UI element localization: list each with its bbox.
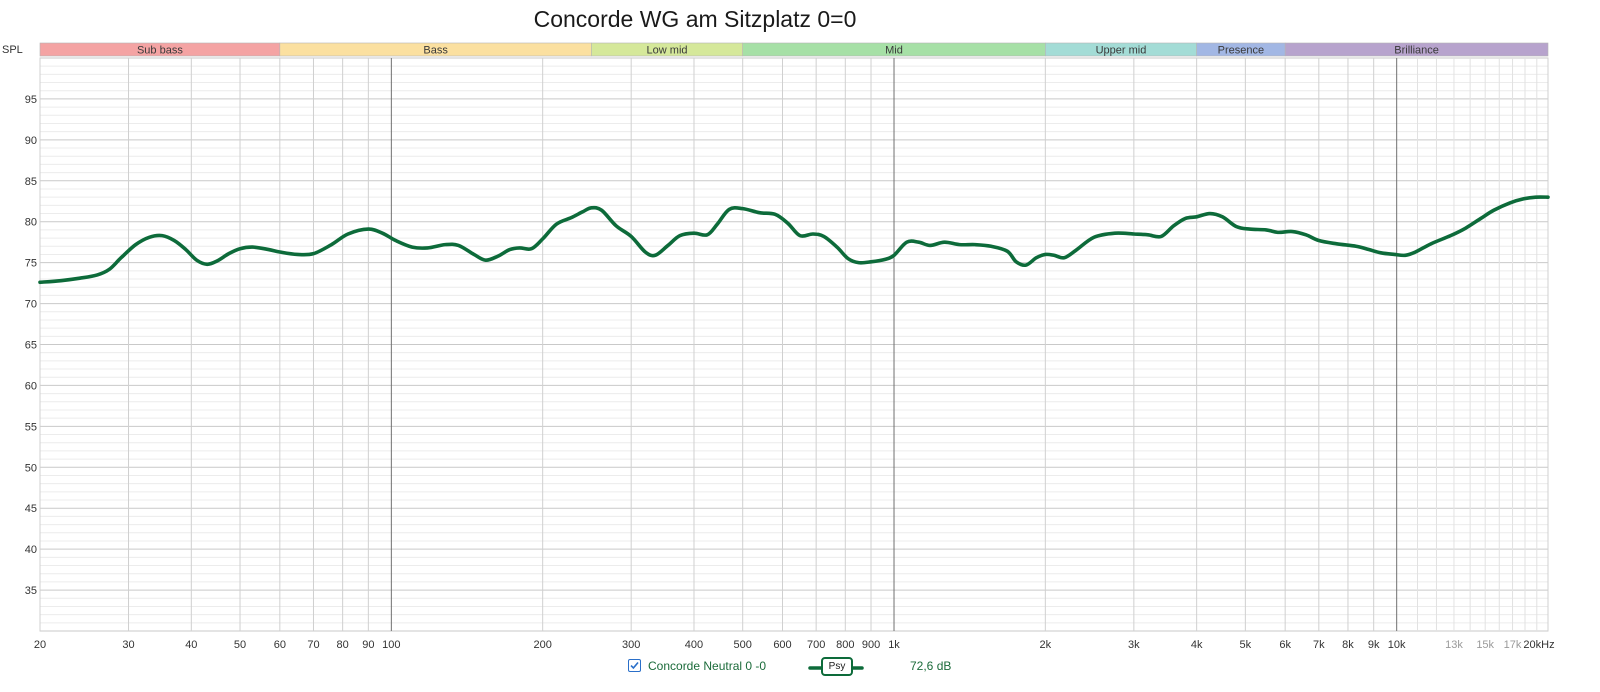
y-tick-label: 45 bbox=[25, 503, 37, 515]
x-axis-tick-labels: 20 30 40 50 60 70 80 90 100 200 300 400 500 600 700 800… bbox=[34, 639, 1555, 651]
band-brilliance bbox=[1284, 42, 1549, 57]
x-tick-label: 9k bbox=[1368, 639, 1380, 651]
y-tick-label: 40 bbox=[25, 544, 37, 556]
x-tick-label: 4k bbox=[1191, 639, 1203, 651]
series-line-0[interactable] bbox=[38, 195, 1550, 285]
x-tick-label: 30 bbox=[122, 639, 134, 651]
band-label: Mid bbox=[885, 45, 903, 57]
x-tick-label: 100 bbox=[382, 639, 400, 651]
x-tick-label: 13k bbox=[1445, 639, 1463, 651]
x-tick-label: 7k bbox=[1313, 639, 1325, 651]
x-tick-label: 17k bbox=[1504, 639, 1522, 651]
y-tick-label: 90 bbox=[25, 135, 37, 147]
x-tick-label: 20 bbox=[34, 639, 46, 651]
legend-series-name: Concorde Neutral 0 -0 bbox=[648, 659, 767, 673]
x-tick-label: 1k bbox=[888, 639, 900, 651]
y-axis-label: SPL bbox=[2, 44, 23, 56]
y-tick-label: 80 bbox=[25, 217, 37, 229]
series-visibility-checkbox[interactable] bbox=[628, 659, 641, 672]
y-tick-label: 75 bbox=[25, 258, 37, 270]
x-tick-label: 600 bbox=[773, 639, 791, 651]
x-tick-label: 3k bbox=[1128, 639, 1140, 651]
y-tick-label: 60 bbox=[25, 380, 37, 392]
plot-grid bbox=[39, 57, 1549, 632]
x-tick-label: 200 bbox=[533, 639, 551, 651]
x-tick-label: 90 bbox=[362, 639, 374, 651]
band-label: Brilliance bbox=[1394, 45, 1439, 57]
chart-title: Concorde WG am Sitzplatz 0=0 bbox=[533, 6, 857, 32]
x-tick-label: 6k bbox=[1279, 639, 1291, 651]
x-tick-label: 8k bbox=[1342, 639, 1354, 651]
x-tick-label: 800 bbox=[836, 639, 854, 651]
frequency-bands: Sub bass Bass Low mid Mid Upper mid Presence B… bbox=[39, 42, 1549, 57]
y-tick-label: 55 bbox=[25, 421, 37, 433]
y-tick-label: 35 bbox=[25, 585, 37, 597]
y-tick-label: 50 bbox=[25, 462, 37, 474]
y-tick-label: 95 bbox=[25, 94, 37, 106]
checkmark-icon bbox=[630, 661, 639, 670]
x-tick-label: 10k bbox=[1388, 639, 1406, 651]
frequency-response-plot[interactable]: Sub bass Bass Low mid Mid Upper mid Presence B… bbox=[0, 0, 1600, 656]
series-layer bbox=[38, 195, 1550, 285]
y-tick-label: 65 bbox=[25, 340, 37, 352]
smoothing-badge[interactable]: Psy bbox=[821, 657, 853, 676]
y-axis-tick-labels: 35 40 45 50 55 60 65 70 75 80 85 90 95 bbox=[25, 94, 37, 597]
x-tick-label: 80 bbox=[337, 639, 349, 651]
band-label: Sub bass bbox=[137, 45, 183, 57]
y-tick-label: 85 bbox=[25, 176, 37, 188]
x-tick-label: 400 bbox=[685, 639, 703, 651]
x-tick-label: 20kHz bbox=[1523, 639, 1554, 651]
y-tick-label: 70 bbox=[25, 299, 37, 311]
x-tick-label: 60 bbox=[274, 639, 286, 651]
band-label: Upper mid bbox=[1096, 45, 1147, 57]
legend: Concorde Neutral 0 -0 Psy 72,6 dB bbox=[0, 656, 1600, 680]
x-tick-label: 50 bbox=[234, 639, 246, 651]
x-tick-label: 500 bbox=[734, 639, 752, 651]
x-tick-label: 70 bbox=[307, 639, 319, 651]
band-label: Low mid bbox=[647, 45, 688, 57]
x-tick-label: 900 bbox=[862, 639, 880, 651]
x-tick-label: 40 bbox=[185, 639, 197, 651]
band-label: Presence bbox=[1218, 45, 1264, 57]
x-tick-label: 15k bbox=[1476, 639, 1494, 651]
legend-level-value: 72,6 dB bbox=[910, 659, 952, 673]
x-tick-label: 700 bbox=[807, 639, 825, 651]
x-tick-label: 5k bbox=[1240, 639, 1252, 651]
band-label: Bass bbox=[423, 45, 448, 57]
x-tick-label: 2k bbox=[1040, 639, 1052, 651]
x-tick-label: 300 bbox=[622, 639, 640, 651]
